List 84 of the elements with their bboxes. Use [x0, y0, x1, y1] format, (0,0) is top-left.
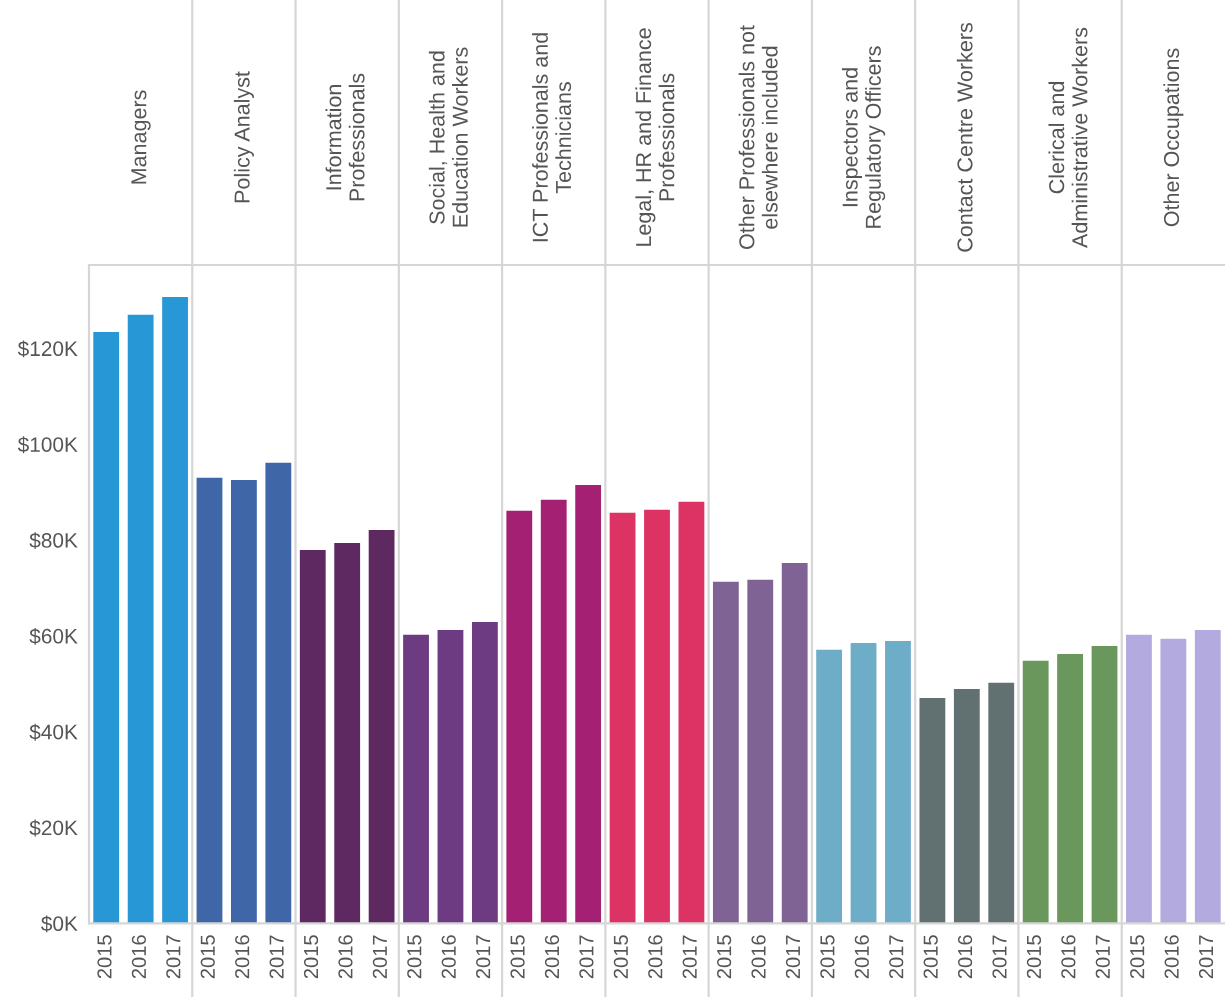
bar [1022, 660, 1049, 924]
bar [1126, 634, 1152, 924]
bar [127, 314, 154, 924]
bar [403, 634, 429, 924]
x-tick-label: 2017 [682, 935, 697, 979]
x-tick-label: 2016 [648, 935, 663, 979]
bar [644, 509, 670, 924]
text: Policy Analyst [233, 71, 254, 203]
y-tick-label: $60K [29, 627, 78, 645]
bar [1160, 638, 1187, 924]
text: Managers [131, 90, 151, 184]
text: Inspectors and Regulatory Officers [841, 46, 886, 228]
x-tick-label: 2017 [372, 935, 388, 979]
x-tick-label: 2015 [923, 935, 938, 979]
x-tick-label: 2015 [1026, 935, 1042, 979]
x-tick-label: 2016 [1164, 935, 1179, 979]
bar [540, 499, 567, 924]
bar [231, 480, 257, 924]
bar [850, 643, 877, 924]
text: Other Occupations [1163, 48, 1184, 227]
bar [93, 332, 120, 924]
x-tick-label: 2017 [1095, 935, 1110, 979]
x-tick-label: 2015 [510, 935, 525, 979]
bar [816, 649, 843, 924]
bar [885, 641, 911, 924]
bar [609, 512, 636, 924]
bar [678, 501, 705, 924]
text: Clerical and Administrative Workers [1048, 27, 1088, 248]
bar [1194, 630, 1221, 924]
x-tick-label: 2017 [579, 935, 594, 979]
x-tick-label: 2015 [200, 935, 215, 979]
bar [162, 297, 188, 924]
x-tick-label: 2017 [269, 935, 284, 979]
x-tick-label: 2017 [476, 935, 491, 979]
x-tick-label: 2015 [613, 935, 628, 979]
x-tick-label: 2015 [407, 935, 422, 979]
x-tick-label: 2017 [166, 935, 181, 979]
x-tick-label: 2017 [889, 935, 904, 979]
x-tick-label: 2016 [131, 935, 147, 979]
bar [747, 579, 774, 924]
bar [712, 581, 739, 924]
bar [196, 477, 223, 924]
text: Legal, HR and Finance Professionals [635, 28, 675, 246]
x-tick-label: 2017 [992, 935, 1007, 979]
bar [1091, 645, 1118, 924]
bar [953, 689, 980, 924]
text: Contact Centre Workers [956, 23, 973, 252]
x-tick-label: 2016 [1061, 935, 1076, 979]
x-tick-label: 2016 [235, 935, 250, 979]
bar [437, 630, 464, 924]
y-tick-label: $100K [17, 436, 78, 454]
x-tick-label: 2016 [441, 935, 456, 979]
bar [299, 550, 326, 924]
bar [334, 542, 361, 924]
bar [265, 462, 292, 924]
bar [506, 510, 533, 924]
text: Information Professionals [325, 73, 365, 201]
x-tick-label: 2015 [820, 935, 835, 979]
x-tick-label: 2017 [785, 935, 801, 979]
x-tick-label: 2015 [303, 935, 319, 979]
x-tick-label: 2015 [97, 935, 112, 979]
text: ICT Professionals and Technicians [532, 33, 572, 242]
bar [781, 563, 808, 924]
y-tick-label: $80K [29, 532, 78, 549]
x-tick-label: 2016 [544, 935, 560, 979]
x-tick-label: 2016 [854, 935, 869, 979]
y-tick-label: $120K [17, 340, 78, 358]
y-tick-label: $20K [29, 819, 78, 837]
x-tick-label: 2017 [1198, 935, 1214, 979]
text: Social, Health and Education Workers [428, 47, 468, 227]
bar [988, 682, 1015, 924]
bar [471, 621, 498, 924]
y-tick-label: $0K [41, 915, 78, 933]
bar [368, 529, 395, 924]
bar [1057, 654, 1083, 924]
x-tick-label: 2016 [751, 935, 766, 979]
x-tick-label: 2016 [338, 935, 353, 979]
x-tick-label: 2016 [957, 935, 973, 979]
text: Other Professionals not elsewhere included [738, 25, 778, 249]
bar [919, 698, 946, 924]
y-tick-label: $40K [29, 723, 78, 741]
bar [575, 484, 602, 924]
x-tick-label: 2015 [716, 935, 732, 979]
x-tick-label: 2015 [1130, 935, 1145, 979]
